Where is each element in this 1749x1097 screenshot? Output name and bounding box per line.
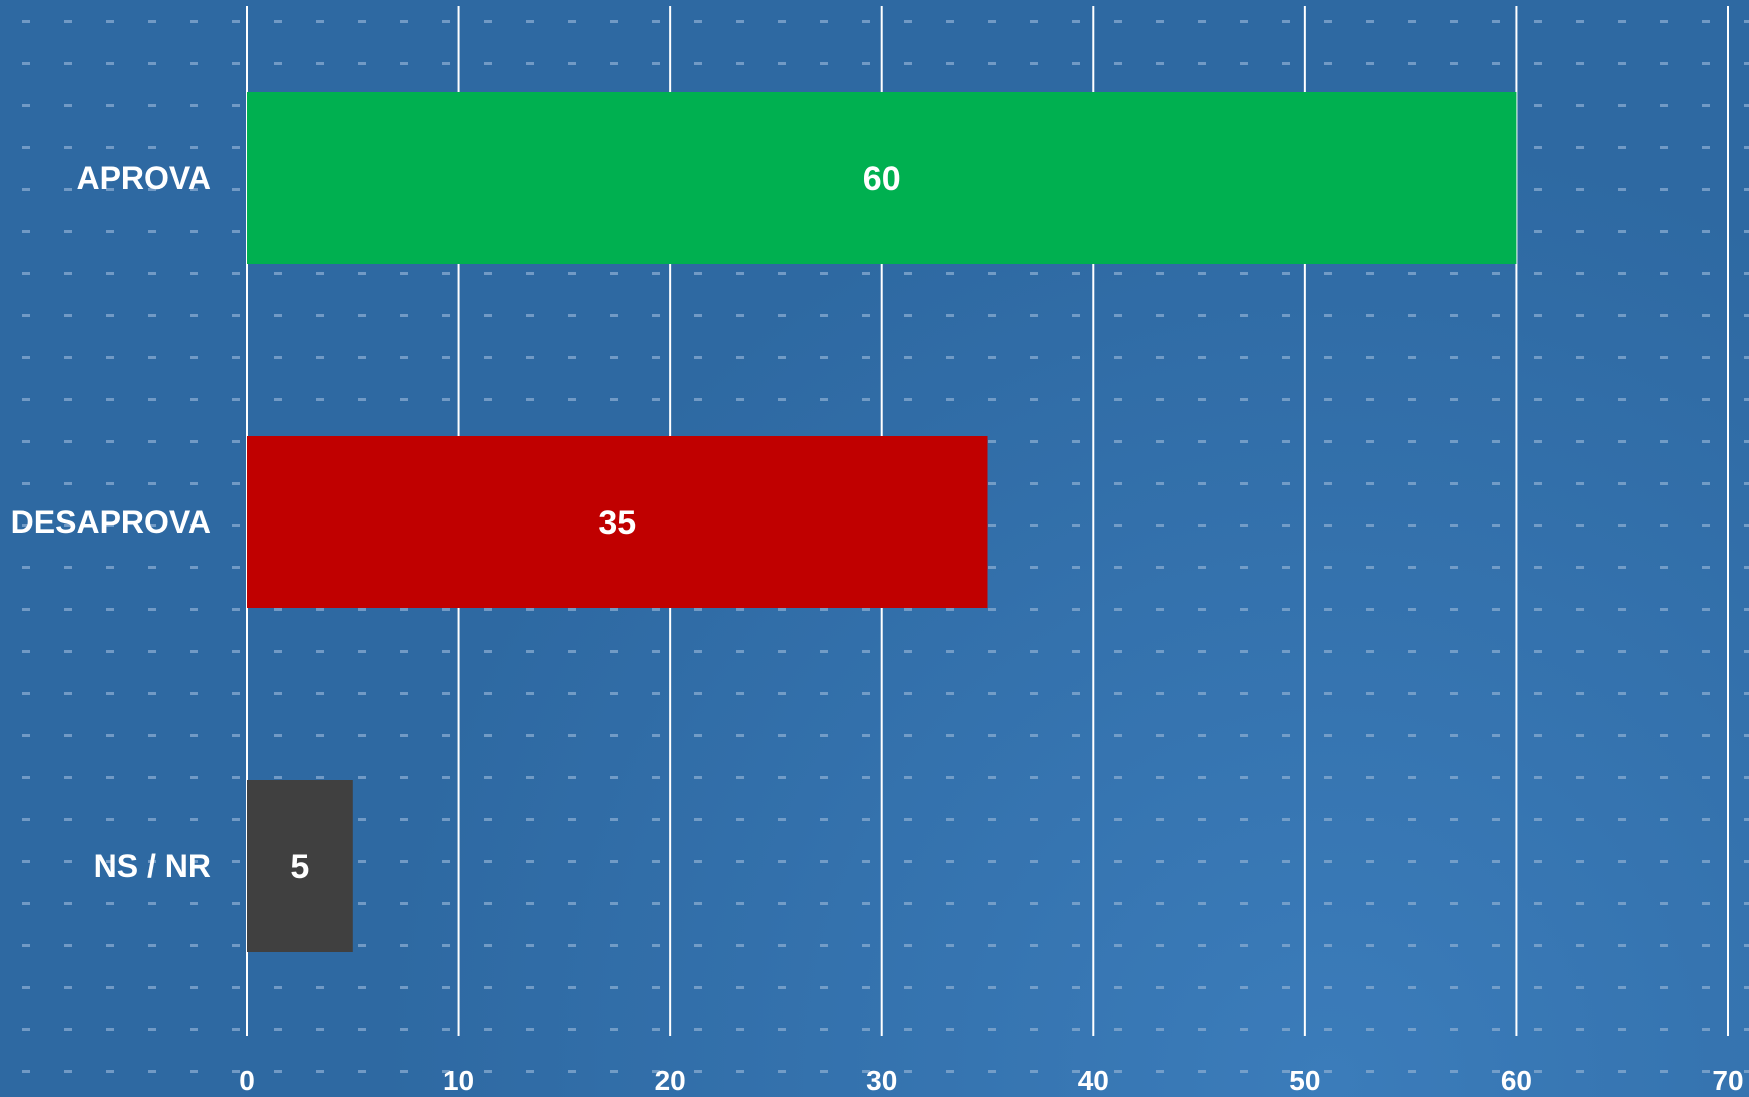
bar-aprova: [247, 92, 1517, 264]
category-label: DESAPROVA: [11, 504, 211, 540]
data-label: 35: [598, 504, 636, 542]
labels: 0 10 20 30 40 50 60 70 60 APROVA 35 DESAPROVA 5 NS / …: [11, 160, 1744, 1096]
data-label: 5: [290, 848, 309, 886]
x-tick-label: 20: [655, 1065, 686, 1096]
x-tick-label: 10: [443, 1065, 474, 1096]
x-tick-label: 30: [866, 1065, 897, 1096]
bar-ns-nr: [247, 780, 353, 952]
bars: [247, 92, 1517, 952]
category-label: APROVA: [76, 160, 211, 196]
bar-desaprova: [247, 436, 988, 608]
category-label: NS / NR: [94, 848, 211, 884]
x-tick-label: 40: [1078, 1065, 1109, 1096]
x-tick-label: 60: [1501, 1065, 1532, 1096]
x-tick-label: 0: [239, 1065, 255, 1096]
x-tick-label: 70: [1712, 1065, 1743, 1096]
data-label: 60: [863, 160, 901, 198]
x-tick-label: 50: [1289, 1065, 1320, 1096]
